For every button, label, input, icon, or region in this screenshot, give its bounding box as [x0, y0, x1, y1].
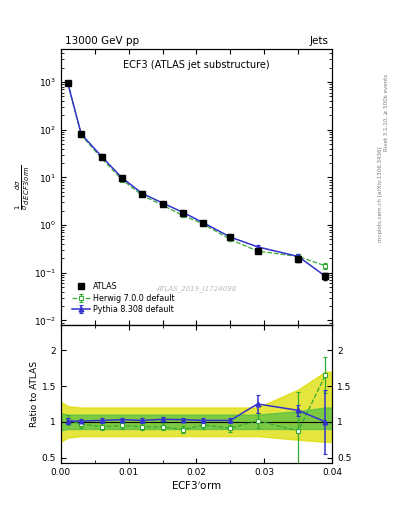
ATLAS — [119, 176, 124, 182]
Y-axis label: $\frac{1}{\sigma}\frac{d\sigma}{d\,ECF3^{\prime}orm}$: $\frac{1}{\sigma}\frac{d\sigma}{d\,ECF3^… — [14, 164, 32, 209]
Text: ECF3 (ATLAS jet substructure): ECF3 (ATLAS jet substructure) — [123, 60, 270, 70]
ATLAS — [79, 131, 84, 137]
ATLAS — [201, 220, 206, 226]
ATLAS — [255, 248, 260, 254]
Text: mcplots.cern.ch [arXiv:1306.3436]: mcplots.cern.ch [arXiv:1306.3436] — [378, 147, 383, 242]
Legend: ATLAS, Herwig 7.0.0 default, Pythia 8.308 default: ATLAS, Herwig 7.0.0 default, Pythia 8.30… — [70, 281, 176, 315]
Line: ATLAS: ATLAS — [64, 80, 329, 279]
Text: Jets: Jets — [309, 36, 328, 46]
ATLAS — [65, 80, 70, 86]
ATLAS — [296, 257, 301, 263]
ATLAS — [228, 234, 233, 241]
Text: Rivet 3.1.10, ≥ 500k events: Rivet 3.1.10, ≥ 500k events — [384, 74, 389, 151]
X-axis label: ECF3$^{\prime}$orm: ECF3$^{\prime}$orm — [171, 480, 222, 493]
Y-axis label: Ratio to ATLAS: Ratio to ATLAS — [30, 361, 39, 427]
Text: 13000 GeV pp: 13000 GeV pp — [65, 36, 139, 46]
ATLAS — [180, 210, 185, 216]
Text: ATLAS_2019_I1724098: ATLAS_2019_I1724098 — [156, 285, 237, 292]
ATLAS — [160, 201, 165, 207]
ATLAS — [323, 273, 328, 279]
ATLAS — [140, 191, 145, 197]
ATLAS — [99, 154, 104, 160]
